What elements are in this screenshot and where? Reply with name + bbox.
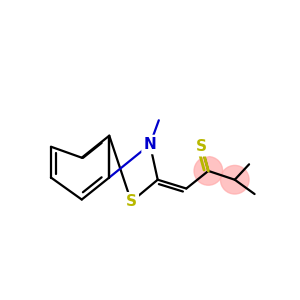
Text: S: S: [196, 139, 207, 154]
Text: N: N: [144, 137, 156, 152]
Circle shape: [220, 165, 249, 194]
Text: S: S: [126, 194, 137, 209]
Circle shape: [194, 157, 223, 185]
